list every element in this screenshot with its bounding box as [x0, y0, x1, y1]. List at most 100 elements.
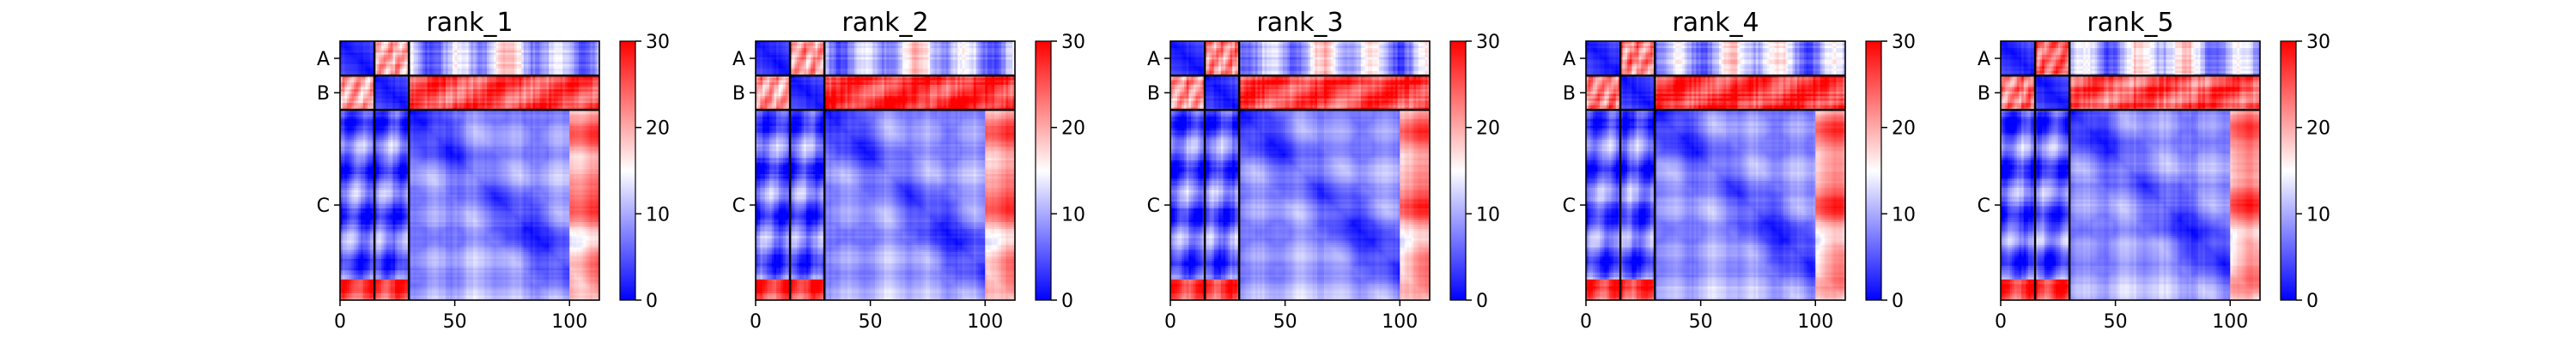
heatmap-cell [595, 66, 598, 69]
heatmap-cell [588, 71, 591, 74]
heatmap-cell [462, 64, 465, 67]
heatmap-cell [562, 85, 565, 87]
heatmap-cell [507, 66, 510, 69]
heatmap-cell [569, 59, 572, 62]
heatmap-cell [503, 92, 506, 94]
heatmap-cell [528, 82, 531, 85]
heatmap-cell [398, 82, 400, 85]
heatmap-cell [480, 80, 483, 82]
heatmap-cell [498, 78, 501, 81]
heatmap-cell [579, 64, 581, 67]
heatmap-cell [514, 45, 517, 48]
heatmap-cell [416, 85, 418, 87]
heatmap-cell [395, 45, 398, 48]
heatmap-cell [595, 48, 598, 51]
heatmap-cell [441, 64, 444, 67]
heatmap-cell [411, 78, 414, 81]
heatmap-cell [501, 44, 503, 46]
heatmap-cell [439, 62, 441, 64]
heatmap-cell [441, 44, 444, 46]
heatmap-cell [484, 51, 487, 53]
heatmap-cell [496, 92, 499, 94]
heatmap-cell [428, 57, 430, 60]
heatmap-cell [441, 51, 444, 53]
heatmap-cell [459, 85, 462, 87]
heatmap-cell [388, 69, 391, 71]
heatmap-cell [561, 57, 563, 60]
heatmap-cell [569, 44, 572, 46]
heatmap-cell [483, 80, 485, 82]
heatmap-cell [544, 85, 547, 87]
heatmap-cell [503, 51, 506, 53]
heatmap-cell [453, 62, 455, 64]
heatmap-cell [450, 87, 453, 89]
heatmap-cell [496, 59, 499, 62]
heatmap-cell [501, 87, 503, 89]
heatmap-cell [581, 69, 584, 71]
heatmap-cell [549, 57, 551, 60]
heatmap-cell [491, 80, 494, 82]
heatmap-cell [491, 85, 494, 87]
heatmap-cell [524, 62, 526, 64]
heatmap-cell [402, 64, 404, 67]
heatmap-cell [581, 82, 584, 85]
heatmap-cell [549, 59, 551, 62]
heatmap-cell [574, 52, 577, 55]
heatmap-cell [443, 89, 446, 92]
heatmap-cell [498, 52, 501, 55]
heatmap-cell [388, 78, 391, 81]
heatmap-cell [561, 52, 563, 55]
heatmap-cell [487, 57, 489, 60]
heatmap-cell [533, 57, 536, 60]
heatmap-cell [402, 82, 404, 85]
heatmap-cell [450, 64, 453, 67]
heatmap-cell [540, 51, 543, 53]
heatmap-cell [384, 51, 386, 53]
heatmap-cell [391, 69, 393, 71]
heatmap-cell [404, 57, 407, 60]
heatmap-cell [358, 89, 361, 92]
heatmap-cell [395, 51, 398, 53]
heatmap-cell [399, 69, 402, 71]
heatmap-cell [503, 66, 506, 69]
heatmap-cell [402, 89, 404, 92]
heatmap-cell [484, 85, 487, 87]
heatmap-cell [535, 85, 538, 87]
heatmap-cell [425, 45, 428, 48]
heatmap-cell [588, 59, 591, 62]
heatmap-cell [592, 80, 595, 82]
heatmap-cell [351, 62, 354, 64]
heatmap-cell [549, 64, 551, 67]
heatmap-cell [459, 89, 462, 92]
heatmap-cell [494, 45, 496, 48]
heatmap-cell [561, 80, 563, 82]
heatmap-cell [391, 62, 393, 64]
heatmap-cell [569, 45, 572, 48]
heatmap-cell [370, 92, 373, 94]
heatmap-cell [363, 78, 366, 81]
heatmap-cell [558, 55, 561, 57]
heatmap-cell [565, 52, 568, 55]
heatmap-cell [494, 55, 496, 57]
heatmap-cell [425, 62, 428, 64]
heatmap-cell [446, 78, 448, 81]
heatmap-cell [439, 59, 441, 62]
heatmap-cell [354, 89, 356, 92]
heatmap-cell [483, 71, 485, 74]
heatmap-cell [434, 51, 437, 53]
heatmap-cell [538, 66, 540, 69]
heatmap-cell [583, 66, 586, 69]
heatmap-cell [507, 64, 510, 67]
heatmap-cell [521, 85, 524, 87]
heatmap-cell [483, 57, 485, 60]
heatmap-cell [544, 57, 547, 60]
heatmap-cell [455, 62, 458, 64]
heatmap-cell [549, 69, 551, 71]
heatmap-cell [377, 44, 380, 46]
heatmap-cell [551, 64, 554, 67]
heatmap-cell [476, 55, 478, 57]
heatmap-cell [455, 78, 458, 81]
heatmap-cell [542, 87, 544, 89]
heatmap-cell [464, 55, 466, 57]
heatmap-cell [434, 78, 437, 81]
